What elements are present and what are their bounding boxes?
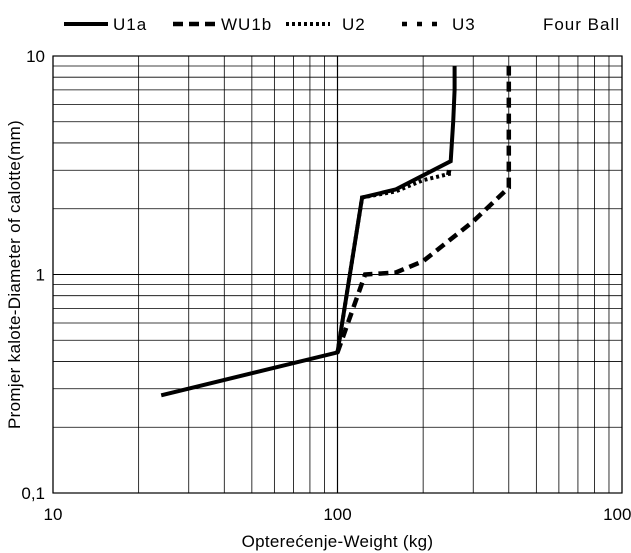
- y-tick-label: 10: [26, 47, 45, 66]
- legend-label-u2: U2: [342, 15, 366, 34]
- series-line-u3: [445, 160, 453, 176]
- legend-label-u1a: U1a: [113, 15, 147, 34]
- y-tick-label: 1: [36, 266, 45, 285]
- plot-area-frame: [52, 55, 623, 494]
- legend-label-u3: U3: [452, 15, 476, 34]
- series-line-wu1b: [335, 66, 512, 354]
- x-axis-label: Opterećenje-Weight (kg): [242, 532, 434, 551]
- series-layer: [160, 66, 512, 398]
- legend-label-wu1b: WU1b: [221, 15, 272, 34]
- y-axis-label: Promjer kalote-Diameter of calotte(mm): [5, 120, 24, 429]
- x-tick-label: 10: [44, 505, 63, 524]
- series-line-u1a: [160, 66, 457, 398]
- chart-title: Four Ball: [543, 15, 620, 34]
- legend: U1a WU1b U2 U3: [64, 15, 476, 34]
- series-line-u2: [335, 171, 452, 353]
- x-tick-label: 100: [323, 505, 351, 524]
- y-tick-label: 0,1: [21, 484, 45, 503]
- grid-lines: [52, 55, 623, 494]
